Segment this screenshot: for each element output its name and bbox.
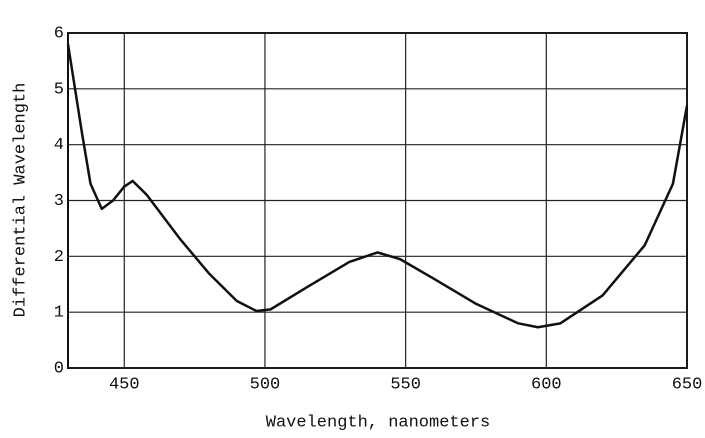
y-tick-label: 0 — [54, 359, 64, 378]
y-tick-label: 2 — [54, 248, 64, 267]
y-tick-label: 5 — [54, 80, 64, 99]
y-tick-label: 4 — [54, 136, 64, 155]
x-tick-label: 550 — [390, 375, 421, 394]
x-tick-label: 450 — [109, 375, 140, 394]
x-tick-label: 500 — [250, 375, 281, 394]
data-line — [66, 43, 689, 329]
y-tick-label: 1 — [54, 304, 64, 323]
x-tick-label: 600 — [531, 375, 562, 394]
y-tick-label: 3 — [54, 192, 64, 211]
y-axis-label: Differential Wavelength — [11, 83, 30, 318]
y-tick-label: 6 — [54, 24, 64, 43]
x-axis-label: Wavelength, nanometers — [266, 413, 490, 432]
x-tick-label: 650 — [672, 375, 703, 394]
